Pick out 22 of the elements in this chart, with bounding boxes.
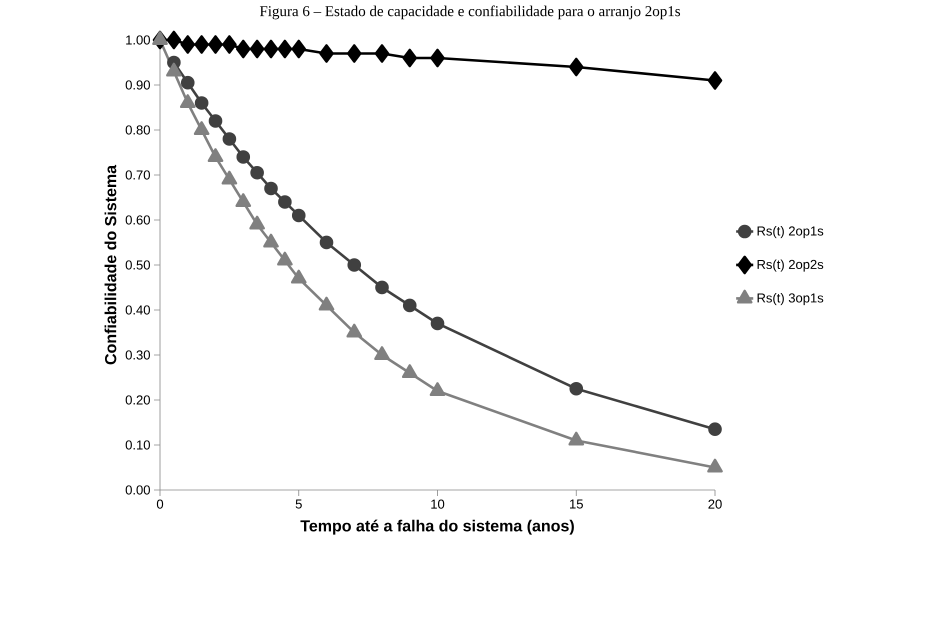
- x-tick-label: 15: [570, 500, 583, 509]
- chart-title: Figura 6 – Estado de capacidade e confiabilidade para o arranjo 2op1s: [260, 6, 680, 20]
- x-tick-label: 5: [296, 500, 302, 509]
- y-tick-label: 0.70: [126, 170, 150, 180]
- x-tick-label: 0: [156, 500, 164, 509]
- y-tick-label: 0.60: [126, 215, 150, 225]
- y-tick-label: 0.80: [126, 125, 150, 135]
- y-tick-label: 0.20: [126, 395, 150, 405]
- y-tick-label: 1.00: [126, 35, 150, 45]
- y-axis-title: Confiabilidade do Sistema: [104, 164, 116, 364]
- x-tick-label: 20: [708, 500, 722, 509]
- y-tick-label: 0.00: [126, 485, 150, 495]
- y-tick-label: 0.50: [126, 260, 150, 270]
- x-tick-label: 10: [431, 500, 444, 509]
- legend-label: Rs(t) 2op1s: [758, 226, 824, 238]
- y-tick-label: 0.30: [126, 350, 150, 360]
- y-tick-label: 0.40: [126, 305, 150, 315]
- legend-label: Rs(t) 3op1s: [758, 293, 824, 306]
- x-axis-title: Tempo até a falha do sistema (anos): [300, 520, 574, 535]
- y-tick-label: 0.90: [126, 80, 150, 90]
- y-tick-label: 0.10: [126, 440, 150, 450]
- legend-label: Rs(t) 2op2s: [758, 260, 824, 272]
